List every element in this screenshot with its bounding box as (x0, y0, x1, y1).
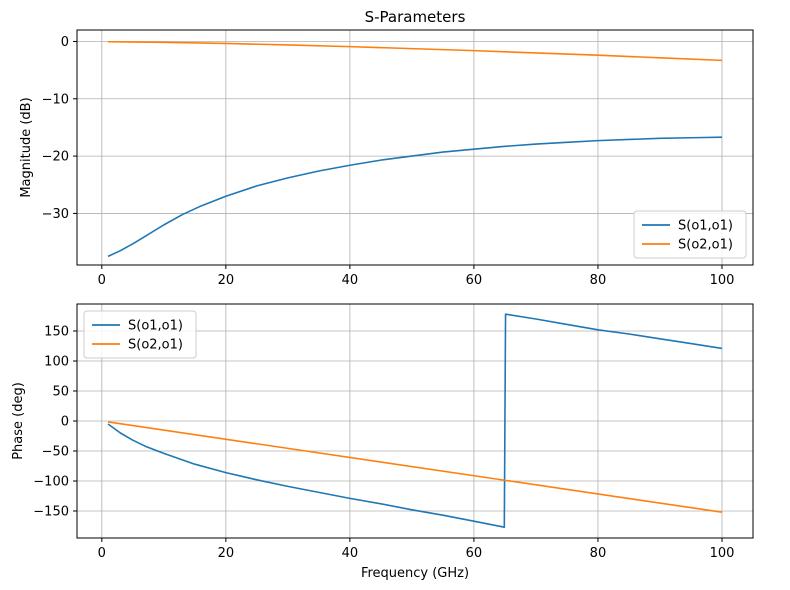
legend-box (83, 310, 197, 359)
series-line-2 (107, 421, 723, 513)
legend-label-2: S(o2,o1) (128, 338, 183, 353)
x-tick-label: 100 (710, 546, 735, 561)
x-tick-label: 40 (342, 546, 359, 561)
chart-title: S-Parameters (365, 8, 466, 26)
series-line-1 (107, 313, 723, 528)
y-axis-label: Magnitude (dB) (19, 97, 34, 197)
y-tick-label: −20 (42, 150, 69, 165)
x-tick-label: 100 (710, 273, 735, 288)
x-tick-label: 60 (466, 546, 483, 561)
legend-label-1: S(o1,o1) (678, 219, 733, 234)
magnitude-panel: 0 20 40 60 80 100 0 −10 −20 −30 S-Parameters Magnit… (19, 8, 754, 288)
y-tick-label: 0 (61, 35, 69, 50)
phase-panel: 0 20 40 60 80 100 150 100 50 0 −50 −100 −150 Frequenc… (11, 303, 754, 581)
y-tick-label: 100 (44, 355, 69, 370)
legend: S(o1,o1) S(o2,o1) (83, 310, 197, 359)
x-tick-label: 80 (590, 546, 607, 561)
y-tick-label: −150 (33, 505, 69, 520)
x-tick-label: 20 (218, 546, 235, 561)
series-line-1 (107, 136, 723, 258)
y-tick-label: 50 (52, 385, 69, 400)
y-tick-label: −10 (42, 92, 69, 107)
x-tick-label: 60 (466, 273, 483, 288)
x-tick-label: 20 (218, 273, 235, 288)
x-tick-label: 80 (590, 273, 607, 288)
y-tick-label: −50 (42, 445, 69, 460)
y-tick-label: −100 (33, 475, 69, 490)
legend-label-1: S(o1,o1) (128, 319, 183, 334)
y-tick-label: 0 (61, 415, 69, 430)
series-line-2 (108, 40, 723, 62)
legend-box (633, 210, 747, 259)
axes-frame (76, 29, 754, 266)
x-tick-label: 0 (98, 546, 106, 561)
x-axis-label: Frequency (GHz) (361, 566, 469, 581)
legend-label-2: S(o2,o1) (678, 238, 733, 253)
x-tick-label: 40 (342, 273, 359, 288)
y-axis-label: Phase (deg) (11, 382, 26, 460)
y-tick-label: −30 (42, 207, 69, 222)
y-tick-label: 150 (44, 325, 69, 340)
legend: S(o1,o1) S(o2,o1) (633, 210, 747, 259)
x-tick-label: 0 (98, 273, 106, 288)
